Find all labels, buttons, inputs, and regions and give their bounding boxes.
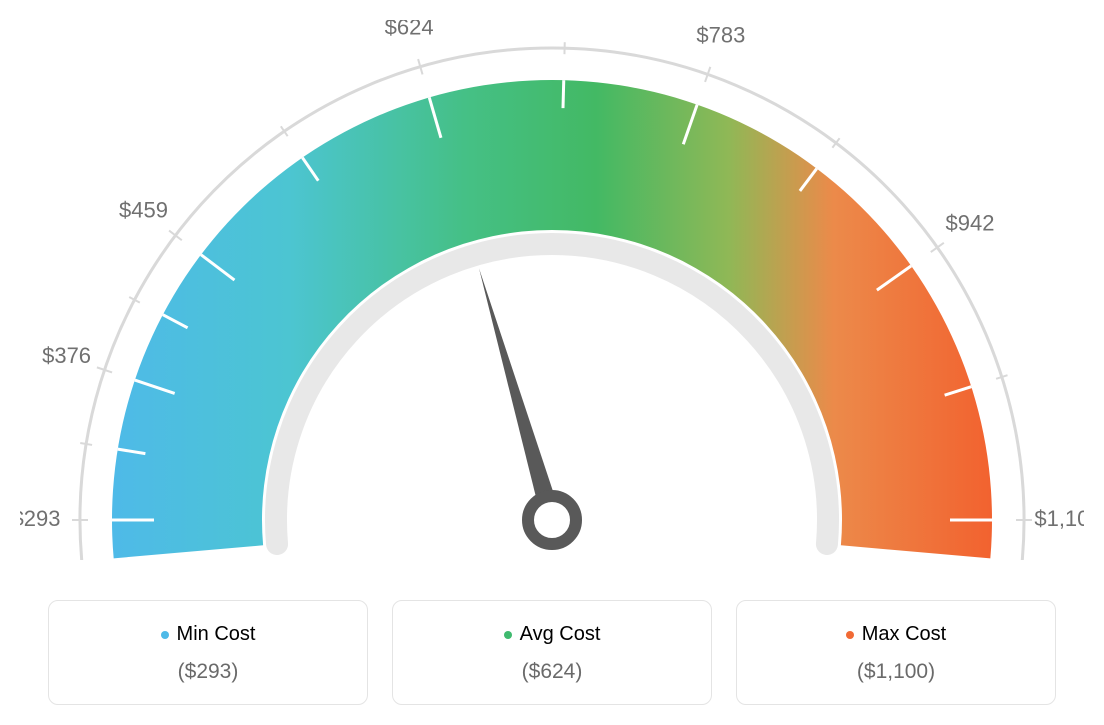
dot-icon bbox=[161, 631, 169, 639]
dot-icon bbox=[846, 631, 854, 639]
legend-card-min: Min Cost ($293) bbox=[48, 600, 368, 705]
svg-text:$293: $293 bbox=[20, 506, 60, 531]
svg-text:$942: $942 bbox=[945, 210, 994, 235]
legend-title-avg: Avg Cost bbox=[504, 623, 601, 646]
legend-label: Max Cost bbox=[862, 623, 946, 646]
svg-text:$783: $783 bbox=[696, 23, 745, 48]
legend-card-avg: Avg Cost ($624) bbox=[392, 600, 712, 705]
cost-gauge-chart: $293 $376 $459 $624 $783 $942 $1,100 Min Cost … bbox=[20, 20, 1084, 705]
legend-label: Avg Cost bbox=[520, 623, 601, 646]
svg-text:$376: $376 bbox=[42, 343, 91, 368]
legend-value-min: ($293) bbox=[59, 660, 357, 684]
dot-icon bbox=[504, 631, 512, 639]
legend-value-avg: ($624) bbox=[403, 660, 701, 684]
svg-text:$624: $624 bbox=[385, 20, 434, 39]
legend-value-max: ($1,100) bbox=[747, 660, 1045, 684]
gauge-svg: $293 $376 $459 $624 $783 $942 $1,100 bbox=[20, 20, 1084, 560]
svg-text:$1,100: $1,100 bbox=[1034, 506, 1084, 531]
legend-label: Min Cost bbox=[177, 623, 256, 646]
legend-title-min: Min Cost bbox=[161, 623, 256, 646]
legend-row: Min Cost ($293) Avg Cost ($624) Max Cost… bbox=[20, 600, 1084, 705]
legend-card-max: Max Cost ($1,100) bbox=[736, 600, 1056, 705]
legend-title-max: Max Cost bbox=[846, 623, 946, 646]
svg-text:$459: $459 bbox=[119, 197, 168, 222]
